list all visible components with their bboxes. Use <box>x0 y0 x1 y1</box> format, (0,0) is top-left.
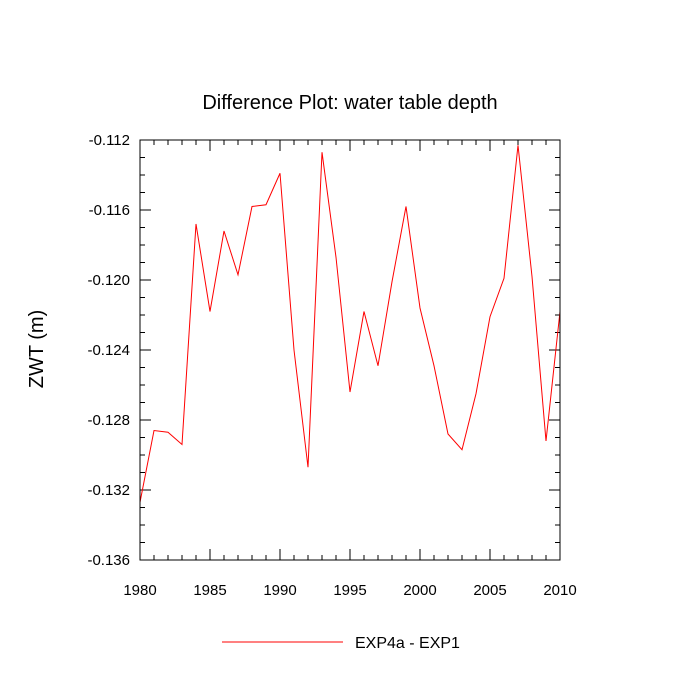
y-axis-label: ZWT (m) <box>26 310 48 389</box>
y-tick-label-3: -0.124 <box>87 342 130 359</box>
x-tick-label-2000: 2000 <box>403 582 436 599</box>
chart-title: Difference Plot: water table depth <box>202 92 497 114</box>
legend: EXP4a - EXP1 <box>222 635 460 652</box>
y-tick-label-6: -0.136 <box>87 552 130 569</box>
legend-label-exp4a-exp1: EXP4a - EXP1 <box>355 635 460 652</box>
series-line-0 <box>139 145 561 503</box>
x-tick-label-2005: 2005 <box>473 582 506 599</box>
tick-labels: 1980 1985 1990 1995 2000 2005 2010 -0.112 -0.116… <box>87 132 576 599</box>
x-tick-label-1985: 1985 <box>193 582 226 599</box>
x-tick-label-1995: 1995 <box>333 582 366 599</box>
x-tick-label-1990: 1990 <box>263 582 296 599</box>
series-layer <box>139 145 561 503</box>
y-tick-label-5: -0.132 <box>87 482 130 499</box>
plot-frame <box>139 139 561 561</box>
y-tick-label-4: -0.128 <box>87 412 130 429</box>
axis-ticks <box>139 139 561 561</box>
y-tick-label-1: -0.116 <box>89 202 130 219</box>
x-tick-label-2010: 2010 <box>543 582 576 599</box>
y-tick-label-2: -0.120 <box>87 272 130 289</box>
x-tick-label-1980: 1980 <box>123 582 156 599</box>
y-tick-label-0: -0.112 <box>89 132 130 149</box>
